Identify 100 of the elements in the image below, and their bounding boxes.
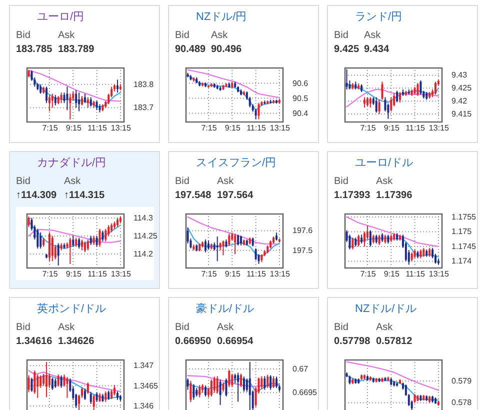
text: Ask [211,30,229,41]
candlestick [240,373,242,388]
text: 1.34626 [58,336,95,347]
line-series [187,216,280,245]
chart-title: カナダドル/円 [37,157,106,169]
candlestick [231,373,234,388]
text: 0.66954 [217,336,254,347]
candlestick [40,84,42,94]
x-tick-label: 7:15 [42,124,58,132]
candlestick [57,242,60,266]
y-tick-label: 183.8 [134,80,154,89]
candlestick [275,376,278,388]
candlestick [366,96,368,107]
y-tick-label: 0.579 [452,376,472,386]
candlestick [416,82,419,96]
line-series [346,236,440,258]
candlestick [264,376,266,390]
candlestick [54,94,56,106]
y-tick-label: 9.43 [452,70,468,80]
x-tick-label: 7:15 [201,124,218,132]
y-tick-label: 9.415 [452,109,472,118]
text: Ask [217,176,235,187]
candlestick [219,378,222,406]
text: Ask [58,322,76,333]
candlestick [186,378,189,390]
x-tick-label: 9:15 [224,270,241,278]
chart-title: ランド/円 [355,11,402,23]
text: 1.17393 [334,190,371,201]
candlestick [254,248,257,261]
candlestick [225,378,228,397]
line-series [28,70,122,102]
x-tick-label: 11:15 [406,124,426,132]
candlestick [60,374,62,388]
y-tick-label: 90.4 [292,108,309,118]
text: 1.17396 [376,190,413,201]
text: 90.496 [211,44,242,55]
candlestick [228,369,230,388]
text: ↑114.309 [16,190,58,201]
line-series [346,375,440,401]
candlestick [378,234,380,246]
candlestick [246,378,248,392]
candlestick [369,96,372,108]
x-tick-label: 13:15 [270,124,291,132]
candlestick [364,96,366,108]
candlestick [66,86,68,111]
chart-title: ユーロ/ドル [355,157,414,169]
candlestick [114,384,116,396]
candlestick [81,96,84,106]
candlestick [104,228,107,242]
y-tick-label: 1.347 [134,361,154,370]
candlestick [260,376,263,390]
candlestick [72,235,74,248]
text: 1.34616 [16,336,53,347]
candlestick [78,237,80,250]
candlestick [434,81,436,96]
x-tick-label: 7:15 [360,270,376,278]
candlestick [51,235,54,262]
candlestick [36,228,39,250]
candlestick [213,376,216,394]
candlestick [60,92,62,104]
line-series [346,216,440,248]
candlestick [40,232,42,250]
x-tick-label: 9:15 [66,270,82,278]
candlestick [98,228,101,248]
candlestick [30,377,33,392]
candlestick [190,380,192,403]
candlestick [69,237,72,265]
candlestick [116,79,118,94]
candlestick [210,378,212,397]
candlestick [381,81,384,100]
candlestick [258,102,260,120]
text: Bid [16,30,30,41]
candlestick [110,389,113,400]
candlestick [248,361,251,410]
candlestick [102,230,104,242]
y-tick-label: 0.67 [292,364,309,374]
candlestick [396,90,398,103]
candlestick [270,374,272,390]
text: Ask [217,322,235,333]
candlestick [96,235,98,248]
y-tick-label: 197.6 [292,226,314,236]
text: 183.789 [58,44,95,55]
y-tick-label: 1.174 [452,256,472,266]
candlestick [69,93,72,120]
candlestick [234,373,236,384]
y-tick-label: 114.3 [134,213,154,222]
chart-title: NZドル/ドル [355,303,417,315]
text: Bid [334,322,348,333]
x-tick-label: 11:15 [406,270,426,278]
candlestick [46,362,48,398]
candlestick [51,93,54,108]
candlestick [28,216,30,228]
x-tick-label: 9:15 [66,124,82,132]
x-tick-label: 11:15 [246,270,267,278]
candlestick [96,100,98,111]
candlestick [222,240,224,256]
text: Ask [64,176,82,187]
y-tick-label: 1.1745 [452,242,477,251]
candlestick [90,96,92,108]
candlestick [399,92,402,103]
